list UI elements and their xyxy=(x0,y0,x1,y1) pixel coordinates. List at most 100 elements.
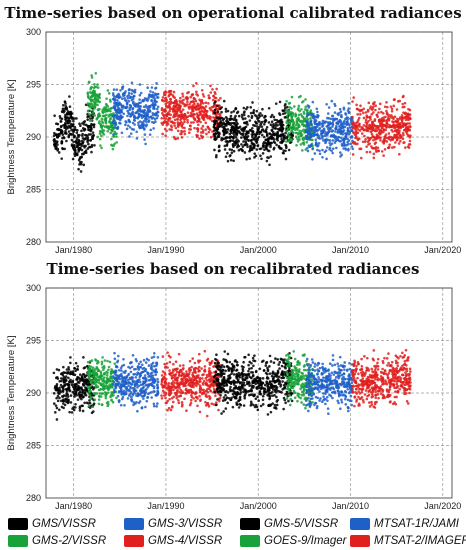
series-point xyxy=(113,351,116,355)
series-point xyxy=(300,119,303,123)
series-point xyxy=(280,391,283,394)
series-point xyxy=(253,144,257,147)
series-point xyxy=(196,126,199,130)
series-point xyxy=(238,392,242,396)
series-point xyxy=(150,391,153,394)
series-point xyxy=(77,381,81,384)
series-point xyxy=(357,137,361,140)
series-point xyxy=(116,354,120,358)
series-point xyxy=(224,393,227,397)
series-point xyxy=(221,368,225,372)
series-point xyxy=(291,131,295,135)
series-point xyxy=(93,90,97,93)
series-point xyxy=(125,386,129,389)
series-point xyxy=(107,115,111,118)
series-point xyxy=(229,135,233,139)
series-point xyxy=(172,388,175,392)
series-point xyxy=(285,125,289,129)
series-point xyxy=(96,95,100,99)
series-point xyxy=(272,147,276,151)
series-point xyxy=(93,374,96,378)
series-point xyxy=(274,124,278,128)
series-point xyxy=(131,376,135,379)
series-point xyxy=(87,81,91,84)
series-point xyxy=(90,94,94,98)
series-point xyxy=(283,136,287,139)
series-point xyxy=(183,130,186,133)
series-point xyxy=(222,121,225,124)
series-point xyxy=(70,411,74,414)
series-point xyxy=(367,139,371,142)
series-point xyxy=(283,398,287,402)
series-point xyxy=(64,131,68,135)
series-point xyxy=(257,135,261,139)
series-point xyxy=(64,121,67,125)
series-point xyxy=(71,124,75,128)
series-point xyxy=(148,378,151,382)
series-point xyxy=(222,133,226,137)
series-point xyxy=(303,117,307,121)
data-point xyxy=(66,383,70,387)
series-point xyxy=(259,111,262,115)
series-point xyxy=(364,118,368,122)
series-point xyxy=(206,401,210,405)
series-point xyxy=(290,139,293,142)
series-point xyxy=(197,380,201,383)
series-point xyxy=(118,121,121,125)
series-point xyxy=(59,390,63,393)
series-point xyxy=(199,399,202,403)
series-point xyxy=(138,375,142,379)
series-point xyxy=(224,107,228,111)
series-point xyxy=(218,144,221,148)
series-point xyxy=(132,367,136,371)
series-point xyxy=(115,88,119,91)
series-point xyxy=(150,396,153,399)
series-point xyxy=(325,146,329,149)
series-point xyxy=(222,99,226,103)
series-point xyxy=(81,404,84,408)
series-point xyxy=(346,126,350,130)
series-point xyxy=(145,387,148,391)
series-point xyxy=(290,392,294,395)
series-point xyxy=(299,131,303,135)
series-point xyxy=(139,372,142,375)
series-point xyxy=(349,119,353,122)
series-point xyxy=(183,126,186,130)
series-point xyxy=(252,111,255,115)
series-point xyxy=(127,93,131,97)
series-point xyxy=(318,149,321,153)
series-point xyxy=(123,94,126,97)
series-point xyxy=(107,403,110,406)
series-point xyxy=(305,134,308,138)
series-point xyxy=(311,157,314,161)
series-point xyxy=(252,386,255,389)
series-point xyxy=(188,114,191,118)
series-point xyxy=(148,105,152,109)
series-point xyxy=(167,101,171,104)
series-point xyxy=(203,369,206,373)
series-point xyxy=(241,149,244,153)
y-tick-label: 280 xyxy=(26,237,41,247)
series-point xyxy=(63,371,67,375)
series-point xyxy=(143,393,147,396)
series-point xyxy=(243,396,247,400)
series-point xyxy=(380,150,384,153)
series-point xyxy=(235,401,238,404)
series-point xyxy=(294,135,298,139)
series-point xyxy=(115,141,118,144)
series-point xyxy=(204,121,208,125)
series-point xyxy=(393,145,396,149)
x-tick-label: Jan/2010 xyxy=(332,245,369,255)
series-point xyxy=(79,142,82,146)
series-point xyxy=(242,365,245,369)
series-point xyxy=(229,114,233,118)
series-point xyxy=(174,360,178,364)
series-point xyxy=(243,355,247,359)
series-point xyxy=(297,104,301,108)
series-point xyxy=(68,380,71,384)
series-point xyxy=(113,362,117,365)
series-point xyxy=(329,135,333,138)
series-point xyxy=(240,113,244,117)
series-point xyxy=(106,105,110,108)
series-point xyxy=(135,394,138,397)
